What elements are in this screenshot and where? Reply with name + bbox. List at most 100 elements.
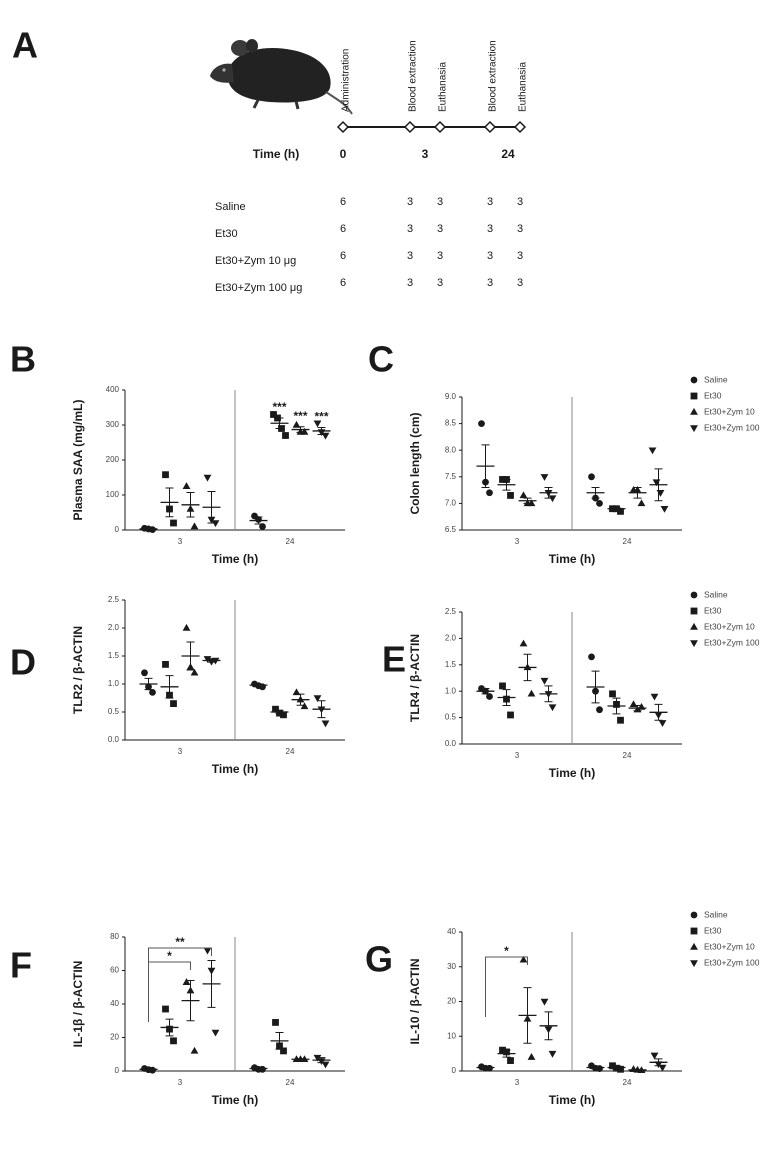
y-axis-title: TLR4 / β-ACTIN: [408, 634, 422, 722]
y-tick-label: 20: [447, 997, 456, 1006]
data-point: [528, 1053, 536, 1060]
y-tick-label: 0: [115, 525, 120, 534]
data-point: [661, 506, 669, 513]
data-point: [609, 690, 616, 697]
y-tick-label: 10: [447, 1031, 456, 1040]
group-count: 3: [437, 223, 443, 235]
significance-bracket: [486, 957, 528, 1017]
panel-label: B: [10, 339, 36, 380]
y-tick-label: 100: [106, 490, 120, 499]
data-point: [322, 433, 330, 440]
timeline-point: [435, 122, 445, 132]
group-name: Et30+Zym 100 μg: [215, 282, 302, 294]
y-tick-label: 300: [106, 420, 120, 429]
y-tick-label: 2.5: [445, 607, 457, 616]
y-tick-label: 6.5: [445, 525, 457, 534]
legend-label: Saline: [704, 909, 728, 919]
legend-marker: [690, 640, 698, 647]
y-tick-label: 1.0: [445, 686, 457, 695]
group-count: 3: [437, 250, 443, 262]
legend-label: Et30+Zym 10: [704, 941, 755, 951]
legend-marker: [691, 928, 698, 935]
y-tick-label: 8.5: [445, 419, 457, 428]
legend-marker: [691, 393, 698, 400]
panel-label: G: [365, 939, 393, 980]
data-point: [507, 1057, 514, 1064]
data-point: [617, 717, 624, 724]
y-tick-label: 9.0: [445, 392, 457, 401]
timeline-point: [485, 122, 495, 132]
data-point: [204, 948, 212, 955]
x-axis-title: Time (h): [212, 762, 258, 776]
data-point: [528, 690, 536, 697]
y-tick-label: 7.5: [445, 472, 457, 481]
group-count: 6: [340, 223, 346, 235]
timeline-point: [338, 122, 348, 132]
mouse-illustration: [210, 39, 352, 114]
legend-label: Et30: [704, 390, 722, 400]
group-count: 3: [517, 250, 523, 262]
legend-marker: [690, 408, 698, 415]
data-point: [170, 520, 177, 527]
y-tick-label: 1.5: [445, 660, 457, 669]
y-tick-label: 40: [447, 927, 456, 936]
legend-marker: [691, 912, 698, 919]
group-count: 3: [487, 223, 493, 235]
group-count: 3: [437, 196, 443, 208]
x-axis-title: Time (h): [212, 1093, 258, 1107]
y-tick-label: 7.0: [445, 499, 457, 508]
y-axis-title: TLR2 / β-ACTIN: [71, 626, 85, 714]
data-point: [191, 1047, 199, 1054]
group-count: 6: [340, 250, 346, 262]
data-point: [183, 482, 191, 489]
y-tick-label: 40: [110, 999, 119, 1008]
group-count: 3: [407, 277, 413, 289]
legend-label: Et30+Zym 100: [704, 957, 760, 967]
x-tick-label: 24: [623, 1078, 632, 1087]
legend-marker: [690, 960, 698, 967]
data-point: [638, 499, 646, 506]
group-count: 3: [487, 250, 493, 262]
data-point: [141, 669, 148, 676]
data-point: [204, 475, 212, 482]
group-name: Et30+Zym 10 μg: [215, 255, 296, 267]
x-tick-label: 24: [286, 1078, 295, 1087]
y-axis-title: IL-10 / β-ACTIN: [408, 959, 422, 1045]
time-value: 24: [501, 147, 515, 161]
data-point: [212, 520, 220, 527]
legend-marker: [690, 943, 698, 950]
data-point: [649, 447, 657, 454]
legend-label: Saline: [704, 589, 728, 599]
y-tick-label: 0: [452, 1066, 457, 1075]
data-point: [478, 420, 485, 427]
event-label: Euthanasia: [438, 62, 449, 112]
panel-label: D: [10, 642, 36, 683]
significance: *: [504, 944, 509, 958]
data-point: [651, 694, 659, 701]
x-axis-title: Time (h): [549, 1093, 595, 1107]
data-point: [272, 1019, 279, 1026]
legend-label: Et30+Zym 10: [704, 406, 755, 416]
legend-marker: [690, 425, 698, 432]
y-tick-label: 1.0: [108, 679, 120, 688]
group-count: 3: [407, 196, 413, 208]
y-tick-label: 0.5: [108, 707, 120, 716]
figure: AAdministrationBlood extractionEuthanasi…: [0, 0, 767, 1149]
event-label: Administration: [341, 49, 352, 112]
y-tick-label: 0.0: [445, 739, 457, 748]
x-axis-title: Time (h): [549, 552, 595, 566]
data-point: [549, 495, 557, 502]
x-tick-label: 24: [286, 537, 295, 546]
y-tick-label: 200: [106, 455, 120, 464]
y-tick-label: 60: [110, 966, 119, 975]
significance: *: [167, 949, 172, 963]
data-point: [596, 500, 603, 507]
y-tick-label: 2.0: [445, 634, 457, 643]
legend-marker: [691, 592, 698, 599]
y-tick-label: 1.5: [108, 651, 120, 660]
legend-label: Et30+Zym 10: [704, 621, 755, 631]
data-point: [659, 720, 667, 727]
event-label: Blood extraction: [408, 40, 419, 112]
data-point: [191, 522, 199, 529]
legend-label: Et30: [704, 605, 722, 615]
